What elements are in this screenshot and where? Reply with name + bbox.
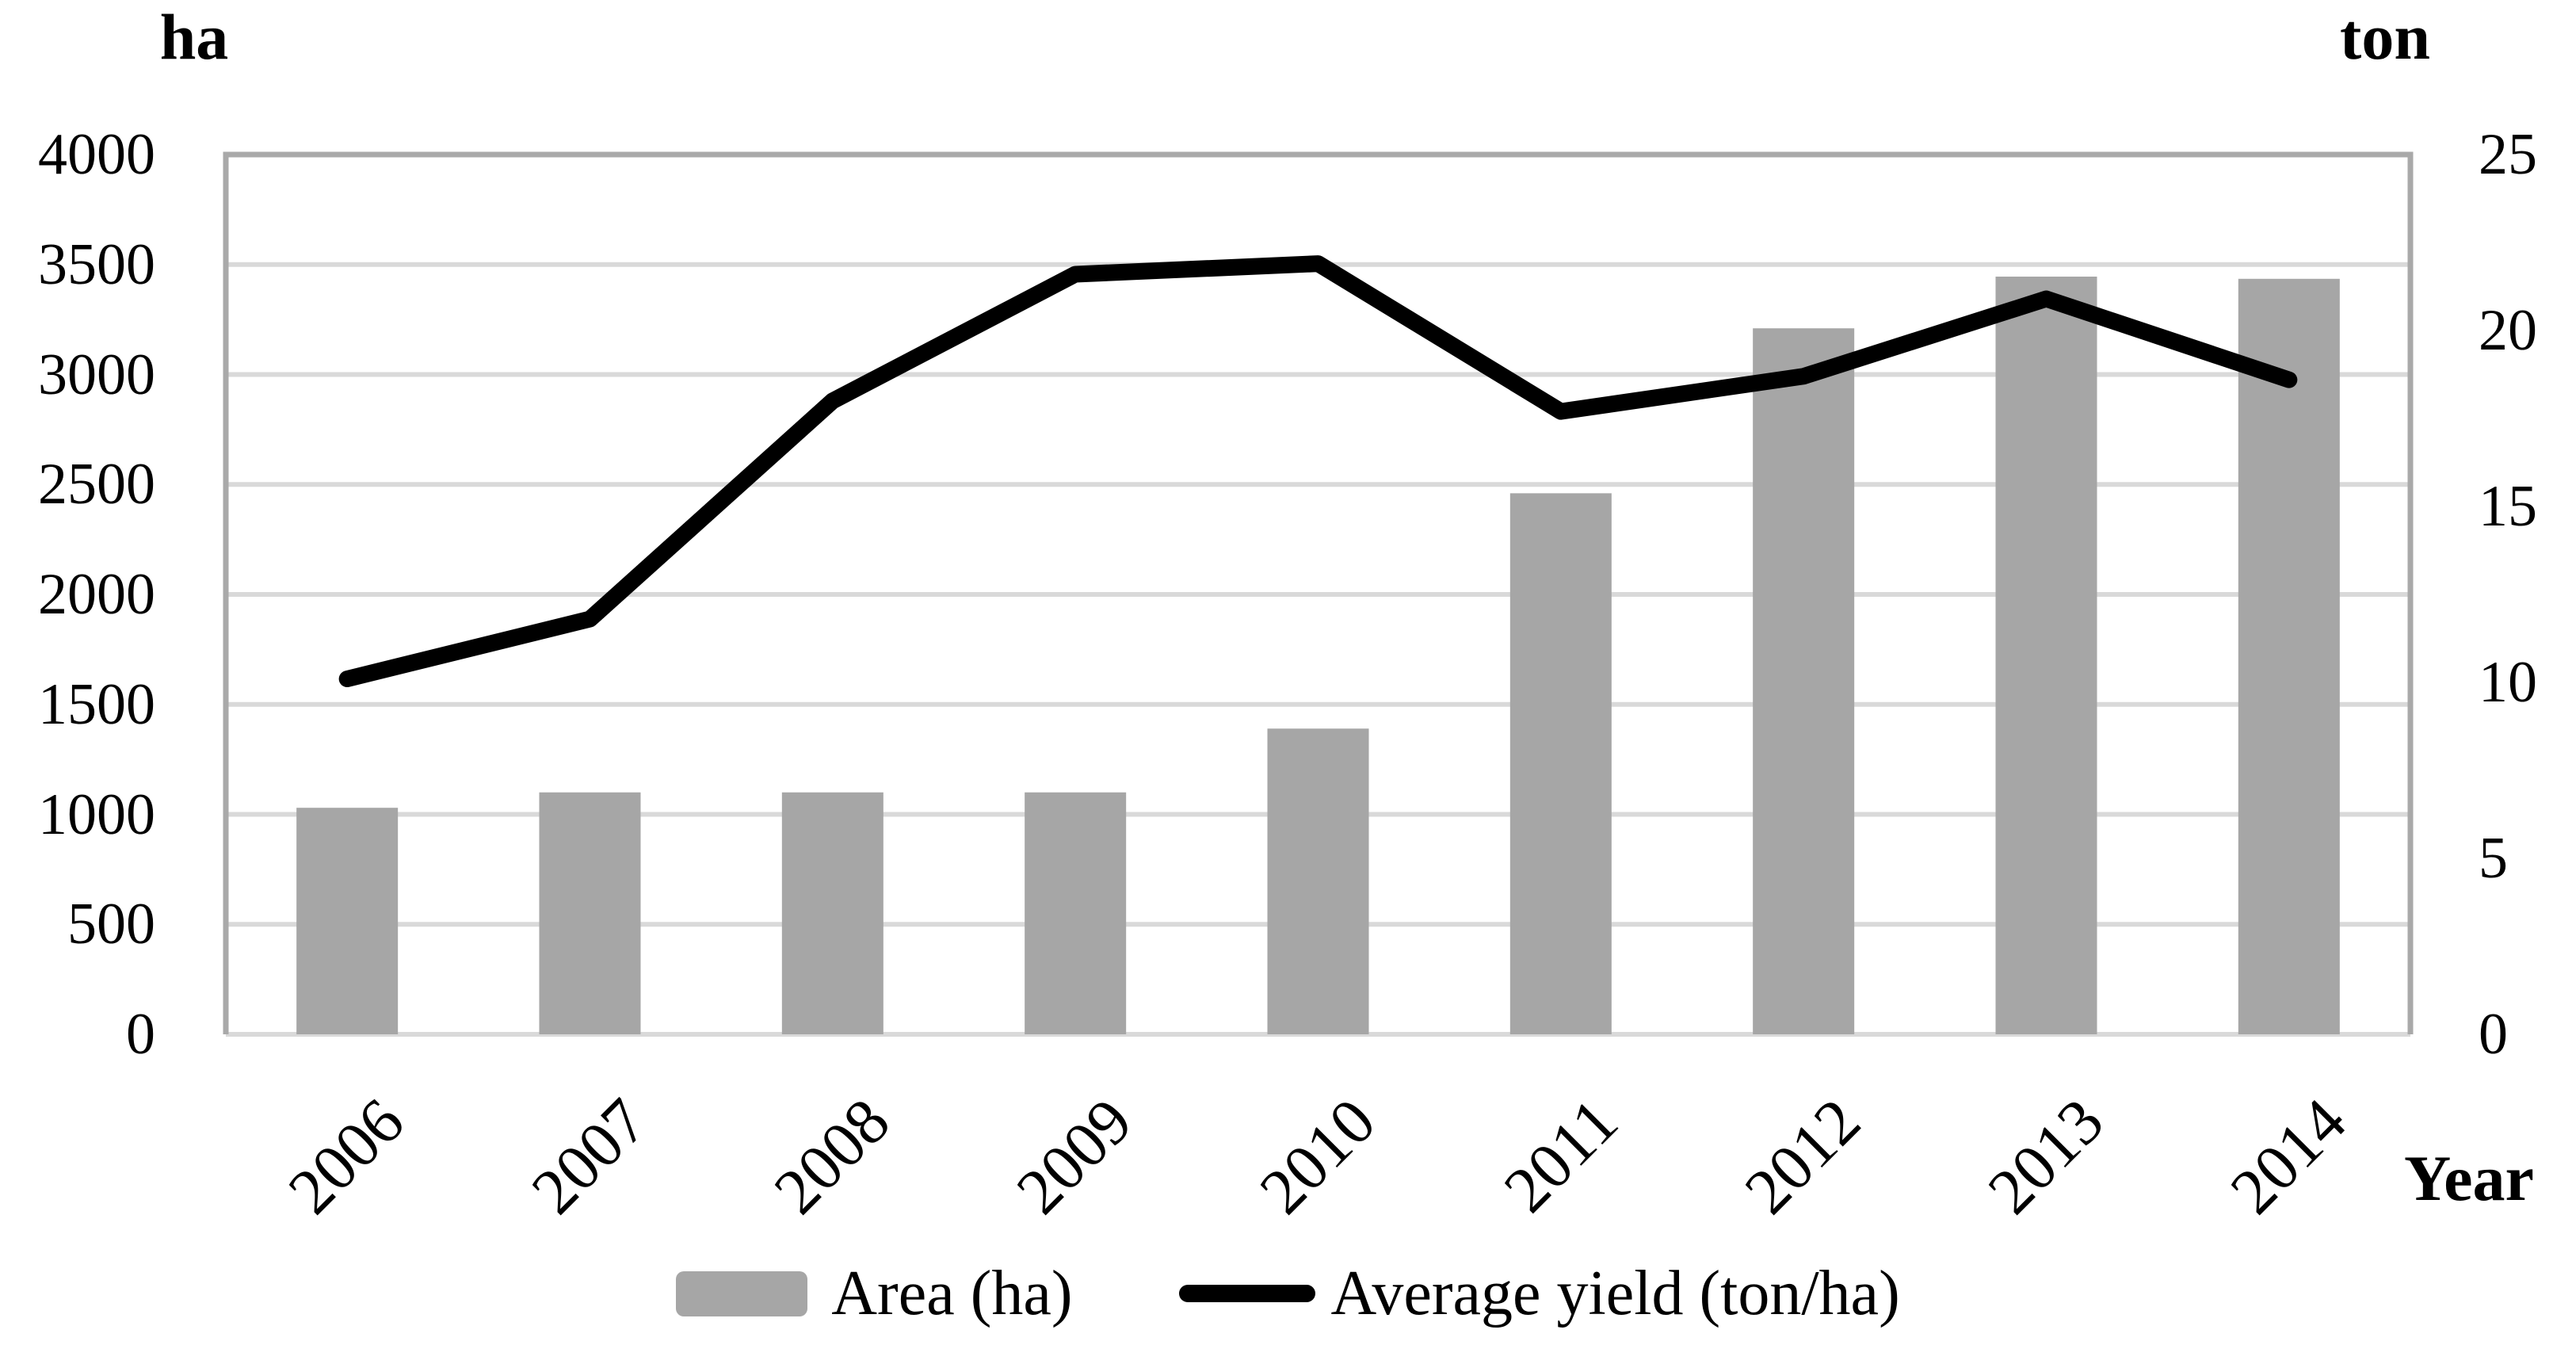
right-axis-title: ton (2340, 1, 2430, 73)
bar-2009 (1025, 792, 1127, 1034)
x-axis-title: Year (2404, 1142, 2534, 1214)
bar-2014 (2238, 278, 2340, 1035)
bar-2012 (1753, 328, 1855, 1035)
bar-2006 (296, 808, 399, 1034)
yield-line (338, 255, 2298, 688)
bar-2007 (539, 792, 641, 1034)
bar-2013 (1995, 277, 2097, 1034)
left-axis-title: ha (159, 1, 229, 73)
legend-area-label: Area (ha) (831, 1259, 1073, 1328)
legend-yield-label: Average yield (ton/ha) (1330, 1259, 1900, 1328)
plot-border (223, 151, 2414, 1034)
bar-2011 (1509, 493, 1612, 1034)
legend-area-swatch-icon (676, 1270, 808, 1316)
legend-yield-line-icon (1178, 1285, 1315, 1302)
bar-2008 (781, 792, 883, 1034)
bar-2010 (1267, 728, 1369, 1034)
legend: Area (ha) Average yield (ton/ha) (0, 1259, 2576, 1328)
